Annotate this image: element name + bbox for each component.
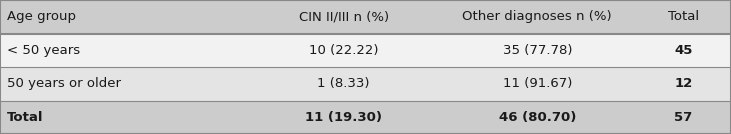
Text: Other diagnoses n (%): Other diagnoses n (%) — [463, 10, 612, 23]
Text: 11 (19.30): 11 (19.30) — [305, 111, 382, 124]
Text: 12: 12 — [675, 77, 692, 90]
Bar — [0, 0, 731, 34]
Text: 35 (77.78): 35 (77.78) — [502, 44, 572, 57]
Bar — [0, 100, 731, 134]
Text: 11 (91.67): 11 (91.67) — [503, 77, 572, 90]
Text: < 50 years: < 50 years — [7, 44, 80, 57]
Text: 57: 57 — [675, 111, 692, 124]
Text: 50 years or older: 50 years or older — [7, 77, 121, 90]
Text: CIN II/III n (%): CIN II/III n (%) — [298, 10, 389, 23]
Text: 10 (22.22): 10 (22.22) — [308, 44, 379, 57]
Text: 1 (8.33): 1 (8.33) — [317, 77, 370, 90]
Text: 46 (80.70): 46 (80.70) — [499, 111, 576, 124]
Text: Age group: Age group — [7, 10, 76, 23]
Bar — [0, 67, 731, 100]
Text: 45: 45 — [674, 44, 693, 57]
Text: Total: Total — [668, 10, 699, 23]
Text: Total: Total — [7, 111, 44, 124]
Bar — [0, 34, 731, 67]
